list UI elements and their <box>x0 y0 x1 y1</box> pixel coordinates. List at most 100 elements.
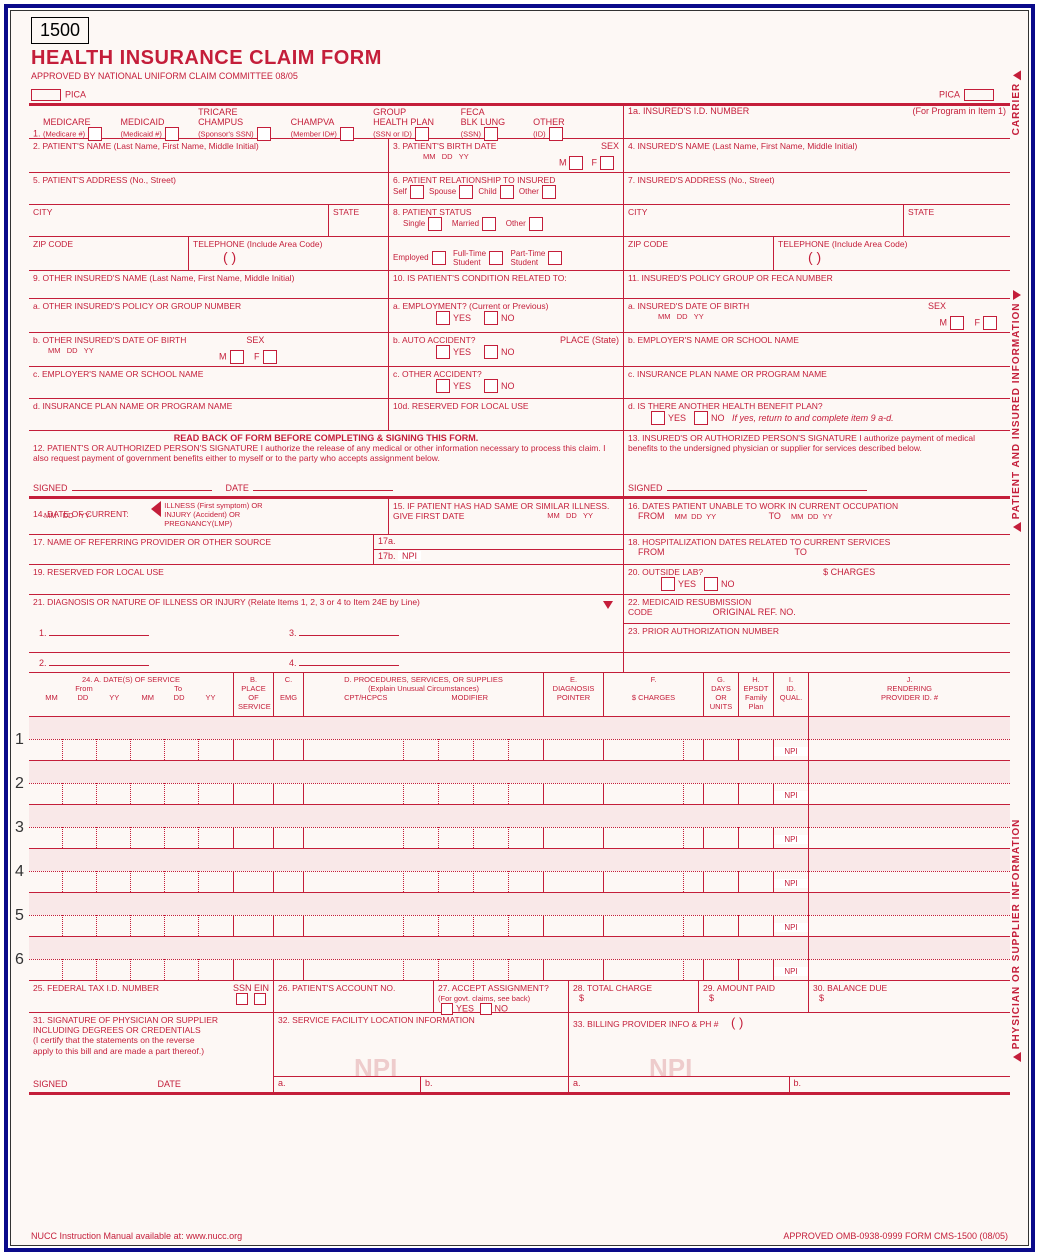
field-17: 17. NAME OF REFERRING PROVIDER OR OTHER … <box>33 537 271 547</box>
field-16: 16. DATES PATIENT UNABLE TO WORK IN CURR… <box>628 501 898 511</box>
field-3: 3. PATIENT'S BIRTH DATE <box>393 141 496 151</box>
field-11b: b. EMPLOYER'S NAME OR SCHOOL NAME <box>628 335 799 345</box>
emp-yes-checkbox[interactable] <box>436 311 450 325</box>
field-10: 10. IS PATIENT'S CONDITION RELATED TO: <box>393 273 567 283</box>
rel-other-checkbox[interactable] <box>542 185 556 199</box>
field-23: 23. PRIOR AUTHORIZATION NUMBER <box>628 626 779 636</box>
form-title: HEALTH INSURANCE CLAIM FORM <box>31 47 382 70</box>
sex-f-checkbox[interactable] <box>600 156 614 170</box>
service-row-4[interactable]: 4 NPI <box>29 849 1010 893</box>
service-row-5[interactable]: 5 NPI <box>29 893 1010 937</box>
ins-sex-m-checkbox[interactable] <box>950 316 964 330</box>
service-row-6[interactable]: 6 NPI <box>29 937 1010 981</box>
oth-no-checkbox[interactable] <box>484 379 498 393</box>
col-24d: D. PROCEDURES, SERVICES, OR SUPPLIES (Ex… <box>344 675 503 693</box>
field-33a: a. <box>569 1077 790 1092</box>
ins-city-label: CITY <box>628 207 647 217</box>
pica-right: PICA <box>939 89 998 101</box>
lab-no-checkbox[interactable] <box>704 577 718 591</box>
field-19: 19. RESERVED FOR LOCAL USE <box>33 567 164 577</box>
field-32: 32. SERVICE FACILITY LOCATION INFORMATIO… <box>278 1015 475 1025</box>
field-9d: d. INSURANCE PLAN NAME OR PROGRAM NAME <box>33 401 232 411</box>
field-1a: 1a. INSURED'S I.D. NUMBER <box>628 106 749 116</box>
service-row-2[interactable]: 2 NPI <box>29 761 1010 805</box>
field-9c: c. EMPLOYER'S NAME OR SCHOOL NAME <box>33 369 203 379</box>
carrier-label: CARRIER <box>1011 71 1022 135</box>
medicaid-label: MEDICAID <box>121 117 165 127</box>
field-10b: b. AUTO ACCIDENT? <box>393 335 476 345</box>
field-9a: a. OTHER INSURED'S POLICY OR GROUP NUMBE… <box>33 301 241 311</box>
col-24g: G. DAYS OR UNITS <box>710 675 733 711</box>
rel-child-checkbox[interactable] <box>500 185 514 199</box>
employed-checkbox[interactable] <box>432 251 446 265</box>
ein-checkbox[interactable] <box>254 993 266 1005</box>
tel-label: TELEPHONE (Include Area Code) <box>193 239 322 249</box>
oth-yes-checkbox[interactable] <box>436 379 450 393</box>
approved-text: APPROVED BY NATIONAL UNIFORM CLAIM COMMI… <box>31 71 298 81</box>
footer-left: NUCC Instruction Manual available at: ww… <box>31 1231 242 1241</box>
field-17a: 17a. <box>378 536 396 546</box>
medicare-label: MEDICARE <box>43 117 91 127</box>
service-row-1[interactable]: 1 NPI <box>29 717 1010 761</box>
lab-yes-checkbox[interactable] <box>661 577 675 591</box>
footer-right: APPROVED OMB-0938-0999 FORM CMS-1500 (08… <box>783 1231 1008 1241</box>
col-24f: F. $ CHARGES <box>632 675 675 702</box>
signature-12[interactable] <box>72 490 212 491</box>
field-1: 1. <box>33 128 41 138</box>
status-single-checkbox[interactable] <box>428 217 442 231</box>
date-12[interactable] <box>253 490 393 491</box>
col-24h: H. EPSDT Family Plan <box>743 675 768 711</box>
ssn-checkbox[interactable] <box>236 993 248 1005</box>
col-24i: I. ID. QUAL. <box>780 675 803 702</box>
field-25: 25. FEDERAL TAX I.D. NUMBER <box>33 983 159 993</box>
ins-zip-label: ZIP CODE <box>628 239 668 249</box>
col-24a: 24. A. DATE(S) OF SERVICE <box>82 675 180 684</box>
sex-m-checkbox[interactable] <box>569 156 583 170</box>
rel-spouse-checkbox[interactable] <box>459 185 473 199</box>
oi-sex-f-checkbox[interactable] <box>263 350 277 364</box>
feca-label: FECA BLK LUNG <box>461 107 506 127</box>
ft-student-checkbox[interactable] <box>489 251 503 265</box>
field-29: 29. AMOUNT PAID <box>703 983 775 993</box>
field-8: 8. PATIENT STATUS <box>393 207 472 217</box>
field-21: 21. DIAGNOSIS OR NATURE OF ILLNESS OR IN… <box>33 597 420 607</box>
ins-tel-label: TELEPHONE (Include Area Code) <box>778 239 907 249</box>
signature-13[interactable] <box>667 490 867 491</box>
rel-self-checkbox[interactable] <box>410 185 424 199</box>
auto-yes-checkbox[interactable] <box>436 345 450 359</box>
group-label: GROUP HEALTH PLAN <box>373 107 434 127</box>
emp-no-checkbox[interactable] <box>484 311 498 325</box>
field-33: 33. BILLING PROVIDER INFO & PH # <box>573 1019 719 1029</box>
tricare-label: TRICARE CHAMPUS <box>198 107 243 127</box>
field-9b: b. OTHER INSURED'S DATE OF BIRTH <box>33 335 186 345</box>
status-other-checkbox[interactable] <box>529 217 543 231</box>
field-10c: c. OTHER ACCIDENT? <box>393 369 482 379</box>
zip-label: ZIP CODE <box>33 239 73 249</box>
ins-sex-f-checkbox[interactable] <box>983 316 997 330</box>
field-12: 12. PATIENT'S OR AUTHORIZED PERSON'S SIG… <box>33 443 619 463</box>
field-10d: 10d. RESERVED FOR LOCAL USE <box>393 401 529 411</box>
field-1a-note: (For Program in Item 1) <box>912 106 1006 116</box>
field-6: 6. PATIENT RELATIONSHIP TO INSURED <box>393 175 555 185</box>
plan-yes-checkbox[interactable] <box>651 411 665 425</box>
field-31: 31. SIGNATURE OF PHYSICIAN OR SUPPLIER I… <box>33 1015 218 1056</box>
field-2: 2. PATIENT'S NAME (Last Name, First Name… <box>33 141 259 151</box>
field-30: 30. BALANCE DUE <box>813 983 887 993</box>
ins-state-label: STATE <box>908 207 934 217</box>
field-11a: a. INSURED'S DATE OF BIRTH <box>628 301 749 311</box>
col-24e: E. DIAGNOSIS POINTER <box>553 675 595 702</box>
auto-no-checkbox[interactable] <box>484 345 498 359</box>
col-24j: J. RENDERING PROVIDER ID. # <box>881 675 938 702</box>
section-physician-label: PHYSICIAN OR SUPPLIER INFORMATION <box>1011 791 1022 1061</box>
oi-sex-m-checkbox[interactable] <box>230 350 244 364</box>
field-11: 11. INSURED'S POLICY GROUP OR FECA NUMBE… <box>628 273 833 283</box>
field-10a: a. EMPLOYMENT? (Current or Previous) <box>393 301 548 311</box>
field-17b: 17b. <box>378 551 396 561</box>
city-label: CITY <box>33 207 52 217</box>
pt-student-checkbox[interactable] <box>548 251 562 265</box>
status-married-checkbox[interactable] <box>482 217 496 231</box>
col-24c: C. EMG <box>280 675 297 702</box>
plan-no-checkbox[interactable] <box>694 411 708 425</box>
service-row-3[interactable]: 3 NPI <box>29 805 1010 849</box>
field-7: 7. INSURED'S ADDRESS (No., Street) <box>628 175 775 185</box>
